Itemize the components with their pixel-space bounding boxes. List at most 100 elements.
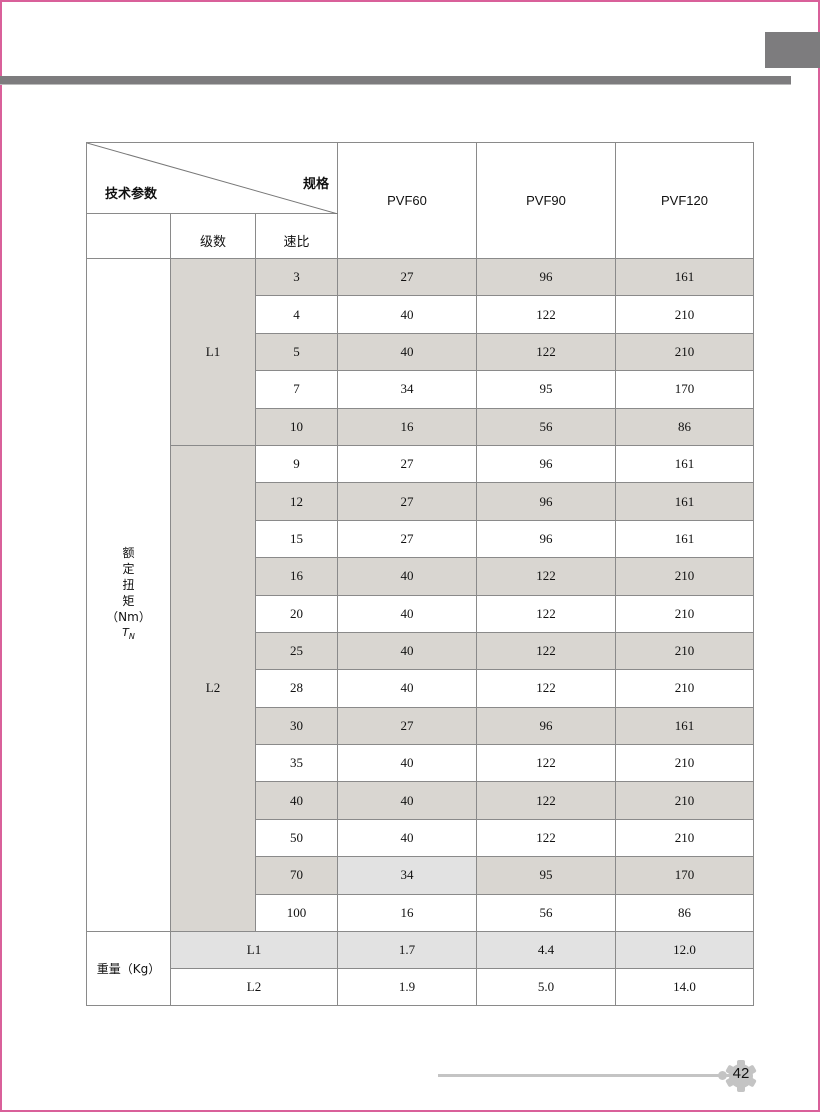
stage-cell: L2 [170,444,256,933]
table-row: 30 27 96 161 [87,706,754,746]
torque-value-cell: 161 [615,519,754,559]
torque-value-cell: 27 [337,257,477,297]
torque-value-cell: 40 [337,332,477,372]
torque-char: 额 [122,545,135,560]
diagonal-header-cell: 技术参数 规格 [86,142,338,214]
weight-row: 重量（Kg） L1 1.7 4.4 12.0 [86,931,754,1007]
torque-value-cell: 86 [615,893,754,933]
torque-value-cell: 122 [476,631,616,671]
weight-value-cell: 14.0 [615,968,754,1007]
torque-value-cell: 210 [615,557,754,596]
torque-value-cell: 210 [615,631,754,671]
torque-value-cell: 210 [615,781,754,820]
table-row: 28 40 122 210 [87,669,754,708]
ratio-cell: 16 [255,557,338,596]
torque-symbol-letter: T [122,625,129,639]
weight-value-cell: 12.0 [615,931,754,970]
torque-value-cell: 40 [337,818,477,858]
torque-value-cell: 122 [476,295,616,334]
weight-value-cell: 4.4 [476,931,616,970]
weight-stage-cell: L2 [170,968,338,1007]
ratio-cell: 28 [255,669,338,708]
diagonal-line [87,143,338,214]
torque-symbol: TN [87,625,170,645]
torque-value-cell: 86 [615,407,754,446]
header-tab-block [765,32,820,68]
table-row: 7 34 95 170 [87,370,754,409]
torque-value-cell: 96 [476,706,616,746]
table-row: 50 40 122 210 [87,818,754,858]
ratio-cell: 25 [255,631,338,671]
torque-value-cell: 40 [337,557,477,596]
torque-char: 矩 [122,593,135,608]
torque-value-cell: 40 [337,631,477,671]
table-row: 5 40 122 210 [87,332,754,372]
footer-dot [718,1071,727,1080]
stage-cell: L1 [170,258,256,446]
ratio-cell: 50 [255,818,338,858]
table-row: 额定扭矩（Nm） TN L1 3 27 96 161 [86,257,754,933]
torque-value-cell: 16 [337,407,477,446]
torque-value-cell: 96 [476,482,616,521]
torque-value-cell: 96 [476,519,616,559]
torque-value-cell: 122 [476,557,616,596]
ratio-cell: 7 [255,370,338,409]
table-row: 10 16 56 86 [87,407,754,446]
torque-value-cell: 210 [615,744,754,783]
table-row: 40 40 122 210 [87,781,754,820]
torque-value-cell: 95 [476,856,616,895]
weight-stage-cell: L1 [170,931,338,970]
torque-value-cell: 122 [476,669,616,708]
torque-value-cell: 34 [337,856,477,895]
torque-value-cell: 161 [615,444,754,484]
torque-value-cell: 210 [615,594,754,633]
ratio-cell: 4 [255,295,338,334]
table-row: 100 16 56 86 [87,893,754,933]
torque-value-cell: 56 [476,407,616,446]
torque-value-cell: 56 [476,893,616,933]
torque-value-cell: 210 [615,818,754,858]
gear-icon [725,1060,757,1092]
torque-symbol-subscript: N [128,632,135,642]
ratio-cell: 30 [255,706,338,746]
torque-unit: （Nm） [106,609,151,624]
weight-value-cell: 5.0 [476,968,616,1007]
table-row: 4 40 122 210 [87,295,754,334]
table-row: 35 40 122 210 [87,744,754,783]
torque-value-cell: 96 [476,444,616,484]
torque-label: 额定扭矩（Nm） TN [87,545,170,645]
torque-value-cell: 122 [476,332,616,372]
ratio-cell: 3 [255,257,338,297]
stage-header: 级数 [170,213,256,259]
torque-value-cell: 161 [615,706,754,746]
torque-value-cell: 161 [615,482,754,521]
ratio-cell: 35 [255,744,338,783]
torque-value-cell: 161 [615,257,754,297]
torque-label-cell: 额定扭矩（Nm） TN [86,257,171,933]
ratio-header: 速比 [255,213,338,259]
torque-value-cell: 40 [337,744,477,783]
torque-value-cell: 122 [476,818,616,858]
torque-value-cell: 16 [337,893,477,933]
spec-label: 规格 [302,177,329,192]
table-row: 16 40 122 210 [87,557,754,596]
weight-value-cell: 1.7 [337,931,477,970]
table-row: L2 9 27 96 161 [87,444,754,933]
torque-value-cell: 27 [337,444,477,484]
ratio-cell: 20 [255,594,338,633]
ratio-cell: 10 [255,407,338,446]
table-row: 25 40 122 210 [87,631,754,671]
page-number: 42 [732,1065,750,1082]
tech-params-label: 技术参数 [105,187,158,202]
torque-value-cell: 122 [476,594,616,633]
torque-value-cell: 27 [337,706,477,746]
spec-table: 技术参数 规格 PVF60 PVF90 PVF120 级数 速比 额定扭矩（Nm… [86,142,754,1007]
torque-value-cell: 122 [476,744,616,783]
ratio-cell: 70 [255,856,338,895]
table-row: 15 27 96 161 [87,519,754,559]
torque-value-cell: 34 [337,370,477,409]
header-bar [0,76,791,85]
model-header: PVF120 [615,142,754,259]
torque-value-cell: 40 [337,669,477,708]
